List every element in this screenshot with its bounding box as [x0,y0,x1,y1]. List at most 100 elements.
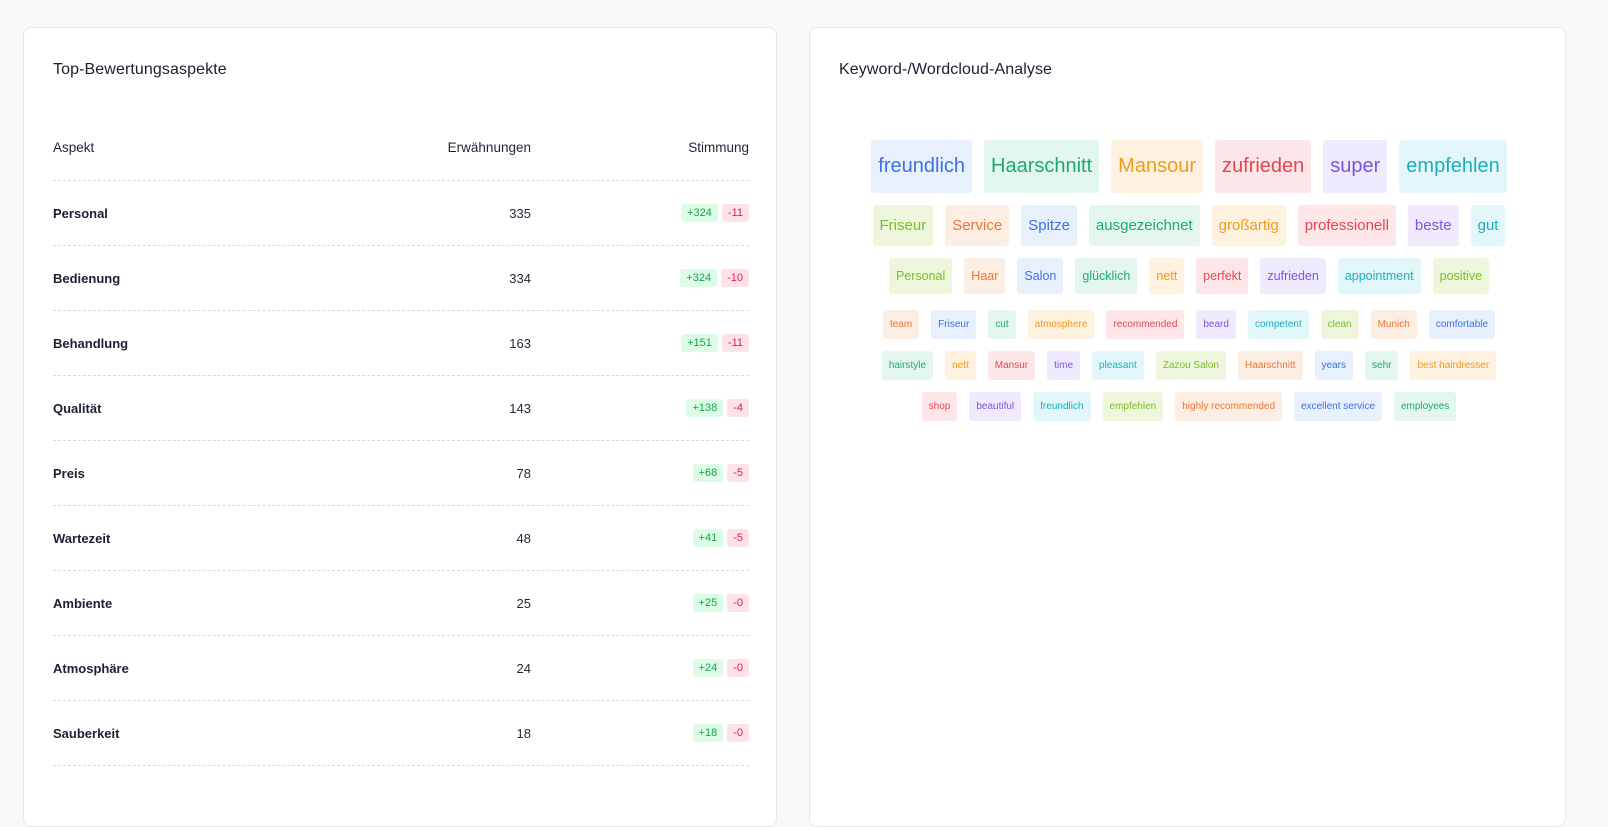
aspect-mentions: 18 [516,725,531,741]
table-row: Personal 335 +324 -11 [53,181,749,246]
aspect-sentiment: +18 -0 [531,724,749,742]
keyword-chip: appointment [1337,258,1421,294]
keyword-chip: comfortable [1428,310,1496,339]
wordcloud-row: Friseur Service Spitze ausgezeichnet großart… [839,205,1539,246]
aspect-sentiment: +324 -11 [531,204,749,222]
keyword-chip: excellent service [1294,392,1382,421]
keyword-chip: zufrieden [1260,258,1326,294]
aspect-sentiment: +151 -11 [531,334,749,352]
keyword-chip: sehr [1365,351,1399,380]
wordcloud-row: freundlich Haarschnitt Mansour zufrieden sup… [839,140,1539,193]
keyword-chip: atmosphere [1027,310,1095,339]
negative-badge: -0 [727,724,749,742]
keyword-chip: beste [1407,205,1459,246]
keyword-chip: team [882,310,920,339]
positive-badge: +18 [692,724,724,742]
aspect-sentiment: +324 -10 [531,269,749,287]
positive-badge: +324 [681,204,718,222]
keyword-chip: professionell [1297,205,1396,246]
keyword-chip: employees [1393,392,1457,421]
column-header-aspect: Aspekt [53,139,95,155]
aspect-name: Personal [53,205,108,221]
table-row: Preis 78 +68 -5 [53,441,749,506]
aspect-name: Wartezeit [53,530,111,546]
keyword-chip: nett [1149,258,1185,294]
aspect-sentiment: +25 -0 [531,594,749,612]
keyword-chip: years [1314,351,1354,380]
aspect-name: Ambiente [53,595,113,611]
wordcloud-row: Personal Haar Salon glücklich nett perfekt zuf… [839,258,1539,294]
keyword-chip: beautiful [969,392,1022,421]
aspect-mentions: 78 [516,465,531,481]
keyword-chip: gut [1470,205,1506,246]
aspect-name: Atmosphäre [53,660,129,676]
keyword-chip: highly recommended [1175,392,1283,421]
keyword-chip: Munich [1370,310,1417,339]
keyword-chip: ausgezeichnet [1088,205,1200,246]
keyword-chip: freundlich [871,140,973,193]
keyword-chip: Friseur [872,205,934,246]
keyword-chip: cut [988,310,1016,339]
wordcloud-row: shop beautiful freundlich empfehlen highly r… [839,392,1539,421]
table-row: Bedienung 334 +324 -10 [53,246,749,311]
aspect-mentions: 143 [509,400,531,416]
keyword-chip: positive [1432,258,1490,294]
keyword-chip: hairstyle [881,351,934,380]
table-row: Wartezeit 48 +41 -5 [53,506,749,571]
keyword-chip: Haarschnitt [1237,351,1303,380]
keyword-chip: perfekt [1196,258,1249,294]
aspect-name: Preis [53,465,85,481]
keyword-chip: super [1323,140,1388,193]
aspect-mentions: 48 [516,530,531,546]
negative-badge: -0 [727,594,749,612]
aspect-mentions: 335 [509,205,531,221]
wordcloud-title: Keyword-/Wordcloud-Analyse [839,61,1053,78]
column-header-mentions: Erwähnungen [447,139,531,155]
negative-badge: -11 [721,204,749,222]
keyword-chip: Zazou Salon [1155,351,1226,380]
aspect-sentiment: +24 -0 [531,659,749,677]
negative-badge: -10 [721,269,749,287]
keyword-chip: Haar [964,258,1006,294]
keyword-chip: empfehlen [1102,392,1164,421]
keyword-chip: recommended [1106,310,1185,339]
aspect-name: Sauberkeit [53,725,120,741]
table-row: Qualität 143 +138 -4 [53,376,749,441]
wordcloud: freundlich Haarschnitt Mansour zufrieden sup… [839,140,1539,421]
keyword-chip: empfehlen [1399,140,1507,193]
aspect-mentions: 163 [509,335,531,351]
positive-badge: +68 [692,464,724,482]
aspects-title: Top-Bewertungsaspekte [53,61,227,78]
keyword-chip: Service [945,205,1010,246]
keyword-chip: best hairdresser [1410,351,1497,380]
keyword-chip: freundlich [1033,392,1091,421]
keyword-chip: Haarschnitt [984,140,1100,193]
table-row: Behandlung 163 +151 -11 [53,311,749,376]
keyword-chip: großartig [1211,205,1286,246]
keyword-chip: glücklich [1075,258,1138,294]
aspect-mentions: 25 [516,595,531,611]
keyword-chip: competent [1247,310,1309,339]
wordcloud-row: hairstyle nett Mansur time pleasant Zazou Sal… [839,351,1539,380]
aspect-mentions: 24 [516,660,531,676]
table-row: Ambiente 25 +25 -0 [53,571,749,636]
aspect-sentiment: +138 -4 [531,399,749,417]
positive-badge: +324 [680,269,718,287]
keyword-chip: nett [945,351,976,380]
aspects-table: Aspekt Erwähnungen Stimmung Personal 335 +… [53,114,749,766]
aspect-mentions: 334 [509,270,531,286]
aspect-name: Behandlung [53,335,129,351]
keyword-chip: pleasant [1092,351,1144,380]
keyword-chip: Mansur [987,351,1036,380]
positive-badge: +138 [686,399,724,417]
keyword-chip: shop [921,392,958,421]
aspect-sentiment: +68 -5 [531,464,749,482]
aspect-name: Qualität [53,400,102,416]
table-row: Sauberkeit 18 +18 -0 [53,701,749,766]
wordcloud-card: Keyword-/Wordcloud-Analyse freundlich Haa… [809,27,1566,827]
keyword-chip: Friseur [931,310,977,339]
positive-badge: +41 [692,529,724,547]
aspect-name: Bedienung [53,270,121,286]
keyword-chip: Personal [888,258,953,294]
keyword-chip: Spitze [1021,205,1077,246]
